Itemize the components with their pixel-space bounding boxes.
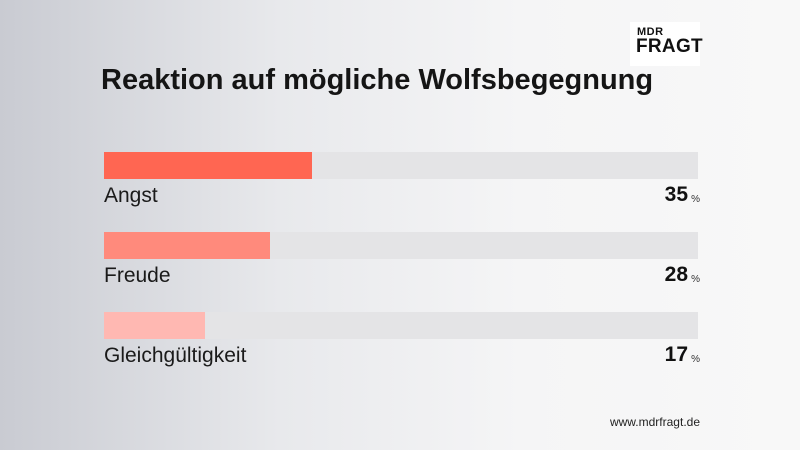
- bar-track: [104, 232, 698, 259]
- bar-track: [104, 312, 698, 339]
- bar-row: Gleichgültigkeit 17%: [104, 312, 700, 392]
- chart-title: Reaktion auf mögliche Wolfsbegegnung: [101, 64, 654, 96]
- bar-value: 35: [664, 183, 688, 206]
- percent-unit: %: [691, 274, 700, 285]
- logo-big-text: FRAGT: [636, 36, 703, 57]
- bar-label: Freude: [104, 264, 171, 287]
- bar-row: Angst 35%: [104, 152, 700, 232]
- mdr-fragt-logo: MDR FRAGT: [630, 22, 703, 66]
- percent-unit: %: [691, 194, 700, 205]
- bar-2: [104, 312, 205, 339]
- bar-chart: Angst 35% Freude 28% Gleichgültigkeit 17%: [104, 152, 700, 392]
- bar-value: 28: [664, 263, 688, 286]
- bar-label: Gleichgültigkeit: [104, 344, 247, 367]
- bar-track: [104, 152, 698, 179]
- logo-small-text: MDR: [637, 26, 664, 38]
- bar-label: Angst: [104, 184, 158, 207]
- percent-unit: %: [691, 354, 700, 365]
- bar-0: [104, 152, 312, 179]
- source-link[interactable]: www.mdrfragt.de: [609, 415, 700, 429]
- bar-value: 17: [664, 343, 688, 366]
- bar-1: [104, 232, 270, 259]
- bar-row: Freude 28%: [104, 232, 700, 312]
